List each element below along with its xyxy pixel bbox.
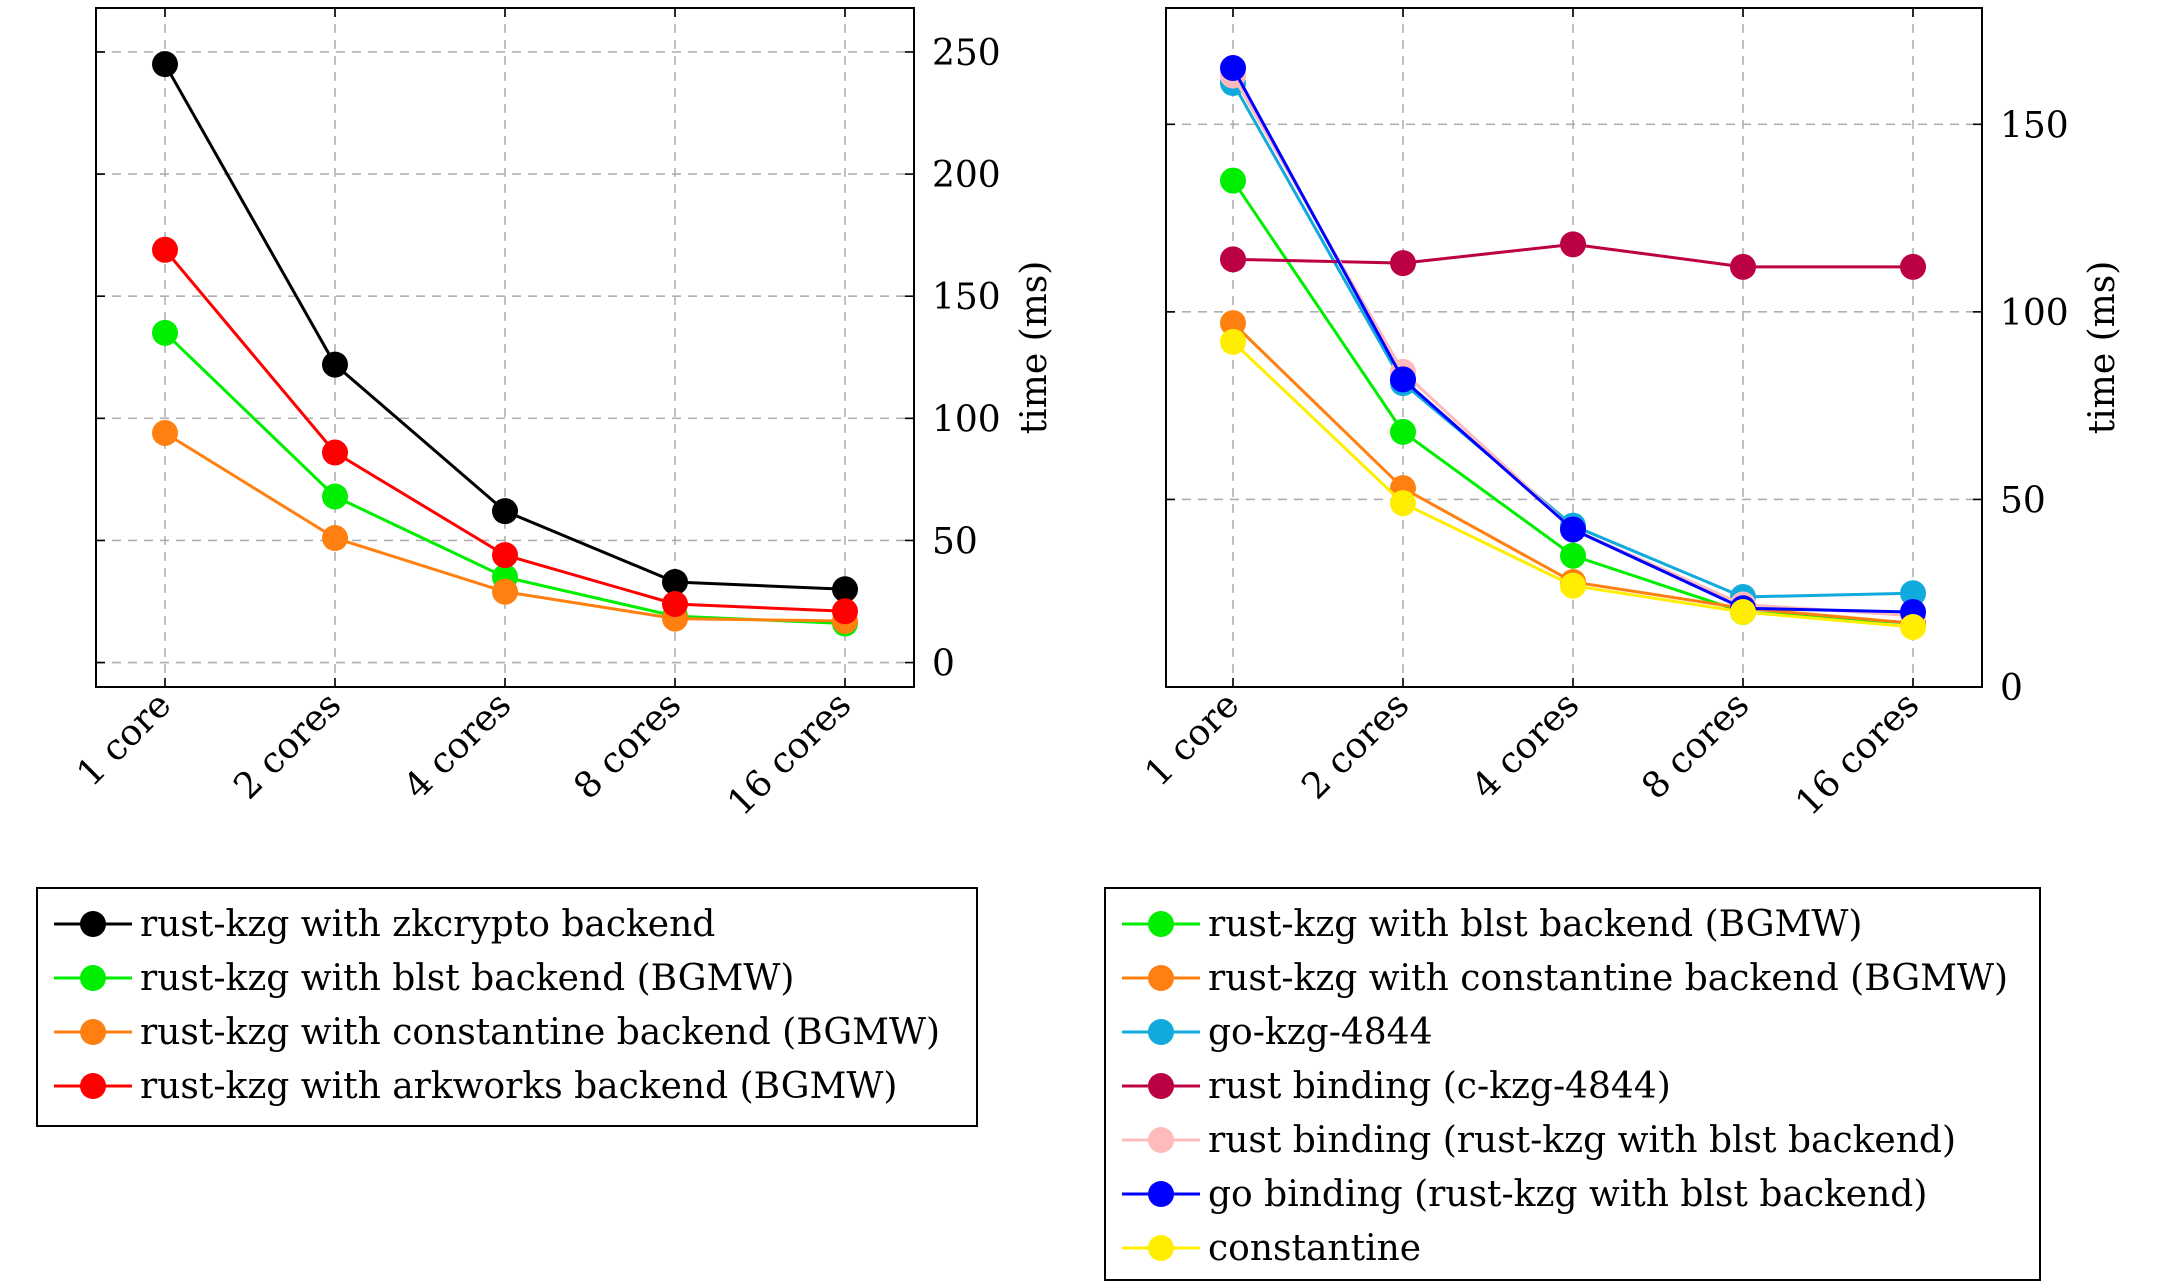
legend-marker-icon: [52, 909, 134, 939]
data-point: [1390, 418, 1416, 445]
data-point: [1220, 55, 1246, 82]
legend-label: go-kzg-4844: [1208, 1011, 1433, 1053]
legend-entry: rust binding (rust-kzg with blst backend…: [1120, 1113, 2025, 1167]
data-point: [832, 598, 858, 625]
data-point: [662, 568, 688, 595]
legend-entry: rust binding (c-kzg-4844): [1120, 1059, 2025, 1113]
data-point: [1390, 366, 1416, 393]
data-point: [662, 590, 688, 617]
data-point: [322, 439, 348, 466]
chart-panel-0: 0 50 100 150 200 250 time (ms) 1 core 2 cores 4 c…: [69, 7, 1055, 824]
data-point: [1220, 310, 1246, 337]
data-point: [152, 236, 178, 263]
series-0-0: [152, 51, 858, 603]
data-point: [492, 578, 518, 605]
data-point: [152, 319, 178, 346]
chart-panel-1: 0 50 100 150 time (ms) 1 core 2 cores 4 cores 8 …: [1137, 7, 2123, 824]
series-0-3: [152, 236, 858, 625]
legend-marker-icon: [52, 1071, 134, 1101]
data-point: [1900, 613, 1926, 640]
data-point: [322, 483, 348, 510]
data-point: [1390, 250, 1416, 277]
x-tick-label: 4 cores: [396, 684, 519, 807]
y-tick-label: 150: [2000, 105, 2069, 146]
data-point: [492, 498, 518, 525]
data-point: [1220, 328, 1246, 355]
x-tick-label: 8 cores: [566, 684, 689, 807]
y-axis-label: time (ms): [1014, 261, 1055, 435]
data-point: [322, 525, 348, 552]
legend-marker-icon: [1120, 963, 1202, 993]
x-tick-label: 2 cores: [226, 684, 349, 807]
legend-label: rust-kzg with arkworks backend (BGMW): [140, 1065, 898, 1107]
legend-entry: go-kzg-4844: [1120, 1005, 2025, 1059]
y-tick-label: 50: [932, 521, 978, 562]
legend-marker-icon: [1120, 1179, 1202, 1209]
x-tick-label: 2 cores: [1294, 684, 1417, 807]
x-tick-label: 4 cores: [1464, 684, 1587, 807]
legend-label: go binding (rust-kzg with blst backend): [1208, 1173, 1928, 1215]
plot-frame: [1165, 7, 1983, 688]
legend-entry: rust-kzg with zkcrypto backend: [52, 897, 962, 951]
legend-entry: rust-kzg with arkworks backend (BGMW): [52, 1059, 962, 1113]
data-point: [1220, 246, 1246, 273]
legend-entry: rust-kzg with constantine backend (BGMW): [1120, 951, 2025, 1005]
legend-marker-icon: [1120, 1071, 1202, 1101]
y-tick-label: 50: [2000, 480, 2046, 521]
data-point: [1560, 572, 1586, 599]
y-tick-label: 0: [932, 644, 955, 685]
legend-marker-icon: [1120, 909, 1202, 939]
legend-entry: rust-kzg with constantine backend (BGMW): [52, 1005, 962, 1059]
legend-label: rust binding (rust-kzg with blst backend…: [1208, 1119, 1957, 1161]
series-1-3: [1220, 231, 1926, 280]
legend-right: rust-kzg with blst backend (BGMW) rust-kz…: [1104, 887, 2041, 1281]
x-tick-label: 1 core: [69, 684, 179, 794]
legend-label: rust-kzg with zkcrypto backend: [140, 903, 716, 945]
legend-marker-icon: [1120, 1233, 1202, 1263]
legend-entry: constantine: [1120, 1221, 2025, 1275]
legend-label: rust-kzg with constantine backend (BGMW): [1208, 957, 2009, 999]
data-point: [152, 51, 178, 78]
y-tick-label: 200: [932, 155, 1001, 196]
legend-marker-icon: [52, 1017, 134, 1047]
x-tick-label: 16 cores: [720, 684, 859, 823]
x-tick-label: 16 cores: [1788, 684, 1927, 823]
legend-label: rust-kzg with blst backend (BGMW): [140, 957, 795, 999]
data-point: [1560, 542, 1586, 569]
data-point: [152, 419, 178, 446]
y-tick-label: 0: [2000, 668, 2023, 709]
data-point: [1900, 580, 1926, 607]
data-point: [492, 542, 518, 569]
data-point: [832, 576, 858, 603]
legend-entry: rust-kzg with blst backend (BGMW): [52, 951, 962, 1005]
legend-marker-icon: [1120, 1017, 1202, 1047]
y-tick-label: 150: [932, 277, 1001, 318]
legend-label: rust-kzg with constantine backend (BGMW): [140, 1011, 941, 1053]
legend-marker-icon: [52, 963, 134, 993]
legend-label: constantine: [1208, 1227, 1422, 1269]
data-point: [1560, 516, 1586, 543]
x-tick-label: 1 core: [1137, 684, 1247, 794]
data-point: [322, 351, 348, 378]
legend-marker-icon: [1120, 1125, 1202, 1155]
data-point: [1560, 231, 1586, 258]
legend-entry: rust-kzg with blst backend (BGMW): [1120, 897, 2025, 951]
y-axis-label: time (ms): [2082, 261, 2123, 435]
data-point: [1900, 253, 1926, 280]
data-point: [1220, 167, 1246, 194]
data-point: [1390, 490, 1416, 517]
y-tick-label: 100: [2000, 293, 2069, 334]
data-point: [1730, 253, 1756, 280]
legend-label: rust binding (c-kzg-4844): [1208, 1065, 1671, 1107]
y-tick-label: 250: [932, 33, 1001, 74]
legend-label: rust-kzg with blst backend (BGMW): [1208, 903, 1863, 945]
x-tick-label: 8 cores: [1634, 684, 1757, 807]
y-tick-label: 100: [932, 399, 1001, 440]
series-1-6: [1220, 328, 1926, 640]
legend-entry: go binding (rust-kzg with blst backend): [1120, 1167, 2025, 1221]
data-point: [1730, 598, 1756, 625]
legend-left: rust-kzg with zkcrypto backend rust-kzg w…: [36, 887, 978, 1127]
